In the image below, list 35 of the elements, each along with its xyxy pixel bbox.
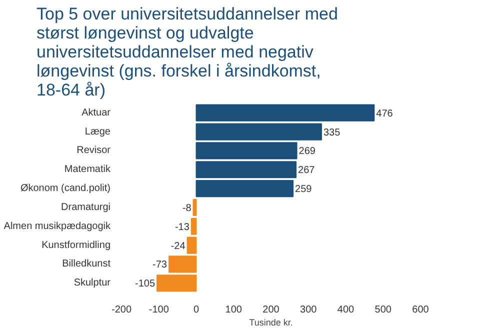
x-tick-label: 300 (300, 304, 318, 316)
bar (196, 180, 294, 198)
data-label: 269 (298, 146, 316, 158)
y-tick-label: Billedkunst (62, 258, 111, 270)
x-tick-label: 0 (193, 304, 200, 316)
y-tick-label: Læge (84, 126, 111, 138)
y-tick-label: Revisor (76, 145, 112, 156)
data-label: -24 (170, 240, 186, 252)
y-tick-label: Almen musikpædagogik (4, 220, 112, 232)
x-tick-label: 500 (374, 304, 392, 316)
y-tick-label: Kunstformidling (42, 240, 110, 251)
bar (192, 198, 197, 216)
x-tick-label: -100 (148, 304, 170, 316)
x-tick-label: 200 (262, 304, 280, 316)
x-tick-label: 100 (225, 304, 242, 316)
data-label: -73 (152, 260, 168, 271)
bar (196, 161, 297, 178)
data-label: -8 (182, 202, 192, 214)
y-tick-label: Økonom (cand.polit) (20, 183, 111, 194)
data-label: 476 (376, 108, 394, 120)
y-tick-label: Skulptur (74, 278, 112, 289)
chart-title: Top 5 over universitetsuddannelser med størst løngevinst og udvalgte universitetsuddannelser med negativ løngevinst (gns. forskel i årsindkomst, 18-64 år) (36, 4, 338, 100)
data-label: 259 (295, 184, 312, 196)
y-tick-label: Matematik (64, 164, 112, 176)
data-label: -13 (174, 222, 190, 233)
x-tick-label: -200 (111, 304, 132, 316)
x-axis-title: Tusinde kr. (249, 318, 293, 328)
y-tick-label: Dramaturgi (61, 202, 111, 213)
data-label: -105 (134, 278, 156, 290)
data-label: 335 (323, 127, 341, 138)
x-tick-label: 400 (337, 304, 355, 316)
bar (190, 218, 197, 235)
data-label: 267 (298, 165, 316, 176)
y-tick-label: Aktuar (82, 107, 112, 118)
x-tick-label: 600 (412, 304, 430, 316)
